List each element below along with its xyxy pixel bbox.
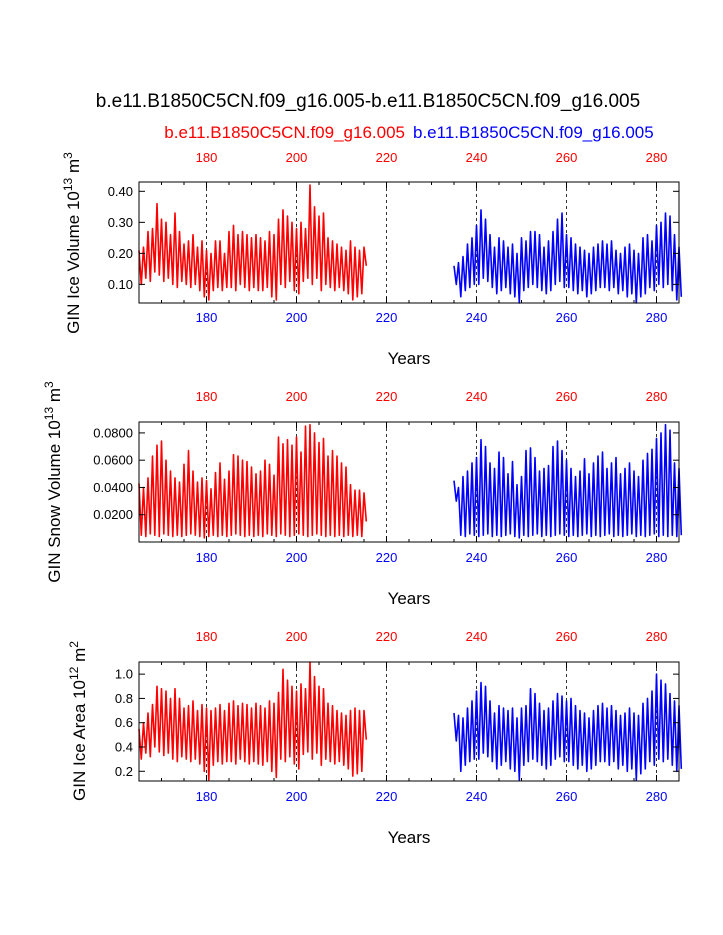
- y-tick-label: 0.0600: [93, 453, 133, 468]
- x-tick-label-bottom: 180: [196, 789, 218, 804]
- x-tick-label-top: 280: [646, 389, 668, 404]
- x-tick-label-top: 280: [646, 150, 668, 165]
- x-tick-label-bottom: 260: [556, 310, 578, 325]
- x-tick-label-top: 260: [556, 150, 578, 165]
- x-tick-label-top: 200: [286, 389, 308, 404]
- y-axis-label: GIN Ice Area 1012 m2: [67, 641, 89, 801]
- y-tick-label: 0.8: [115, 691, 133, 706]
- y-tick-label: 0.40: [108, 184, 133, 199]
- y-tick-label: 1.0: [115, 667, 133, 682]
- panel-1: 180 180 200 200 220 220 240 240 260 260 280 280 0.10…: [61, 150, 683, 368]
- x-tick-label-top: 200: [286, 629, 308, 644]
- subtitle-case1: b.e11.B1850C5CN.f09_g16.005: [164, 123, 405, 142]
- y-tick-label: 0.10: [108, 277, 133, 292]
- y-tick-label: 0.2: [115, 764, 133, 779]
- x-tick-label-top: 180: [196, 629, 218, 644]
- y-tick-label: 0.0200: [93, 507, 133, 522]
- x-axis-label: Years: [388, 349, 431, 368]
- x-tick-label-top: 180: [196, 150, 218, 165]
- x-axis-label: Years: [388, 828, 431, 847]
- x-tick-label-bottom: 220: [376, 550, 398, 565]
- series-line-case2: [453, 423, 683, 539]
- y-tick-label: 0.30: [108, 215, 133, 230]
- x-tick-label-bottom: 180: [196, 310, 218, 325]
- x-tick-label-top: 240: [466, 389, 488, 404]
- x-tick-label-bottom: 220: [376, 310, 398, 325]
- series-line-case2: [453, 673, 683, 781]
- x-tick-label-top: 260: [556, 389, 578, 404]
- x-axis-label: Years: [388, 589, 431, 608]
- x-tick-label-top: 220: [376, 150, 398, 165]
- y-tick-label: 0.6: [115, 715, 133, 730]
- x-tick-label-bottom: 240: [466, 789, 488, 804]
- x-tick-label-bottom: 260: [556, 550, 578, 565]
- series-line-case2: [453, 209, 683, 304]
- series-line-case1: [138, 661, 368, 781]
- x-tick-label-bottom: 280: [646, 789, 668, 804]
- x-tick-label-bottom: 260: [556, 789, 578, 804]
- x-tick-label-bottom: 200: [286, 789, 308, 804]
- x-tick-label-bottom: 220: [376, 789, 398, 804]
- subtitle-case2: b.e11.B1850C5CN.f09_g16.005: [413, 123, 654, 142]
- x-tick-label-top: 200: [286, 150, 308, 165]
- x-tick-label-top: 180: [196, 389, 218, 404]
- x-tick-label-bottom: 280: [646, 550, 668, 565]
- x-tick-label-top: 240: [466, 150, 488, 165]
- x-tick-label-bottom: 180: [196, 550, 218, 565]
- x-tick-label-bottom: 240: [466, 550, 488, 565]
- panel-2: 180 180 200 200 220 220 240 240 260 260 280 280 0.02…: [42, 381, 683, 608]
- x-tick-label-top: 280: [646, 629, 668, 644]
- y-tick-label: 0.0800: [93, 425, 133, 440]
- x-tick-label-bottom: 200: [286, 550, 308, 565]
- y-tick-label: 0.4: [115, 740, 133, 755]
- x-tick-label-top: 220: [376, 389, 398, 404]
- x-tick-label-bottom: 200: [286, 310, 308, 325]
- x-tick-label-bottom: 280: [646, 310, 668, 325]
- series-line-case1: [138, 184, 368, 301]
- x-tick-label-top: 240: [466, 629, 488, 644]
- x-tick-label-top: 260: [556, 629, 578, 644]
- series-line-case1: [138, 423, 368, 539]
- panel-3: 180 180 200 200 220 220 240 240 260 260 280 280 0.2 0…: [67, 629, 683, 847]
- y-axis-label: GIN Snow Volume 1013 m3: [42, 381, 64, 583]
- figure-title: b.e11.B1850C5CN.f09_g16.005-b.e11.B1850C…: [96, 91, 640, 112]
- x-tick-label-bottom: 240: [466, 310, 488, 325]
- x-tick-label-top: 220: [376, 629, 398, 644]
- y-axis-label: GIN Ice Volume 1013 m3: [61, 152, 83, 334]
- y-tick-label: 0.20: [108, 246, 133, 261]
- y-tick-label: 0.0400: [93, 480, 133, 495]
